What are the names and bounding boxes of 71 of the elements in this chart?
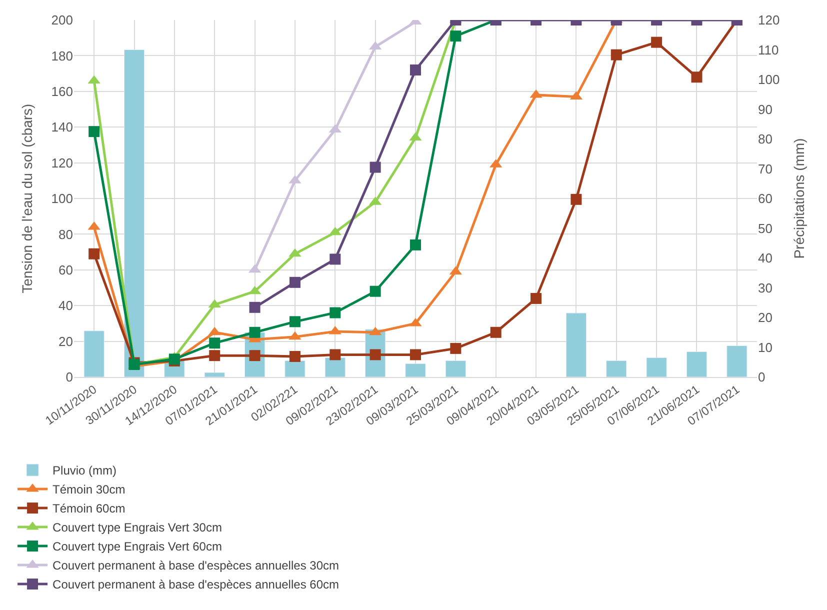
y-tick-label: 100 [51, 191, 73, 206]
point [570, 194, 582, 205]
point [450, 342, 462, 354]
y2-tick-label: 50 [758, 220, 772, 236]
y2-tick-label: 40 [758, 250, 772, 266]
point [289, 350, 300, 362]
point [410, 64, 421, 76]
point [691, 72, 702, 83]
legend-label: Couvert type Engrais Vert 60cm [52, 540, 222, 554]
y2-tick-label: 120 [758, 12, 780, 28]
bar [204, 372, 225, 377]
y2-tick-label: 90 [758, 102, 772, 117]
bar [646, 357, 667, 377]
y2-tick-label: 60 [758, 191, 772, 206]
y-tick-label: 120 [51, 155, 73, 170]
bar [284, 360, 306, 377]
y-tick-label: 60 [58, 262, 73, 278]
bar [324, 357, 346, 377]
point [330, 349, 341, 360]
bar [445, 360, 466, 377]
point [209, 338, 220, 349]
legend-label: Couvert type Engrais Vert 30cm [52, 520, 222, 535]
point [330, 307, 341, 318]
y-tick-label: 160 [51, 84, 73, 99]
y-tick-label: 80 [58, 226, 73, 242]
point [410, 239, 421, 250]
bar [124, 50, 145, 377]
point [88, 248, 100, 260]
point [490, 326, 502, 338]
bar [686, 351, 708, 377]
y-axis-title: Tension de l'eau du sol (cbars) [18, 104, 35, 294]
y2-tick-label: 20 [758, 310, 772, 326]
y-tick-label: 140 [51, 120, 73, 135]
y-tick-label: 20 [58, 334, 73, 349]
y2-tick-label: 0 [758, 370, 766, 385]
y2-tick-label: 80 [758, 132, 772, 147]
point [289, 316, 300, 328]
bar [566, 312, 586, 377]
point [249, 326, 260, 338]
y2-tick-label: 100 [758, 72, 780, 88]
bar [405, 363, 426, 377]
y2-axis-title: Précipitations (mm) [791, 138, 808, 259]
point [370, 349, 381, 360]
bar [606, 360, 627, 377]
point [88, 126, 100, 138]
legend-label: Couvert permanent à base d'espèces annuelles 30cm [52, 558, 339, 573]
y-tick-label: 180 [51, 48, 73, 64]
y2-tick-label: 30 [758, 280, 772, 296]
y-tick-label: 200 [51, 12, 73, 28]
y2-tick-label: 110 [758, 42, 779, 58]
y2-tick-label: 70 [758, 161, 772, 176]
legend-label: Pluvio (mm) [52, 464, 117, 478]
y2-tick-label: 10 [758, 340, 772, 355]
point [410, 349, 421, 360]
point [289, 276, 300, 288]
legend-label: Couvert permanent à base d'espèces annuelles 60cm [52, 578, 339, 592]
point [651, 36, 662, 48]
legend-label: Témoin 30cm [52, 482, 126, 497]
point [209, 350, 220, 362]
y-tick-label: 40 [58, 298, 73, 314]
point [530, 292, 542, 304]
point [450, 30, 462, 42]
y-tick-label: 0 [66, 370, 73, 385]
point [610, 49, 622, 60]
point [370, 286, 381, 297]
bar [84, 330, 104, 377]
point [370, 162, 381, 173]
bar [726, 346, 748, 377]
point [330, 254, 341, 265]
point [249, 302, 260, 313]
legend-label: Témoin 60cm [52, 502, 126, 516]
